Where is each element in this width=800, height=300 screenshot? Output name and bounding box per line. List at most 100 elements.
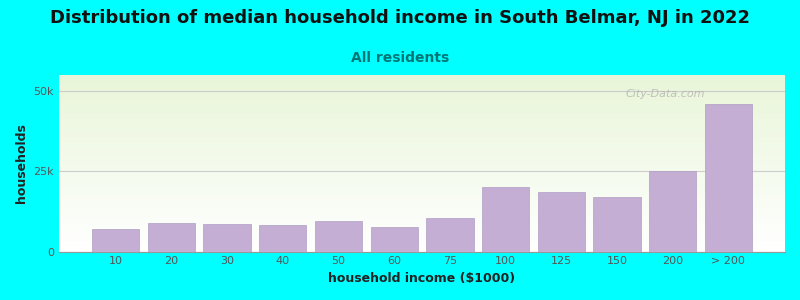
Bar <box>59 98 785 100</box>
Bar <box>59 223 785 225</box>
Bar <box>59 165 785 167</box>
Bar <box>59 139 785 140</box>
Bar <box>59 197 785 199</box>
Bar <box>59 130 785 131</box>
Bar <box>59 80 785 82</box>
Bar <box>59 110 785 112</box>
Bar <box>705 104 752 252</box>
Bar <box>59 158 785 160</box>
Bar <box>59 222 785 223</box>
X-axis label: household income ($1000): household income ($1000) <box>329 272 515 285</box>
Bar <box>59 119 785 121</box>
Bar <box>59 220 785 222</box>
Bar <box>59 135 785 137</box>
Bar <box>538 192 585 252</box>
Bar <box>59 133 785 135</box>
Bar <box>148 223 195 252</box>
Bar <box>59 105 785 107</box>
Bar <box>59 246 785 248</box>
Bar <box>59 199 785 200</box>
Bar <box>59 124 785 126</box>
Bar <box>59 229 785 230</box>
Bar <box>59 188 785 190</box>
Text: City-Data.com: City-Data.com <box>626 89 705 99</box>
Bar <box>59 207 785 209</box>
Bar <box>59 91 785 93</box>
Bar <box>203 224 250 252</box>
Bar <box>59 126 785 128</box>
Bar <box>59 84 785 85</box>
Bar <box>59 202 785 204</box>
Bar <box>59 93 785 94</box>
Bar <box>59 176 785 177</box>
Text: All residents: All residents <box>351 51 449 65</box>
Bar <box>59 195 785 197</box>
Bar <box>59 77 785 79</box>
Bar <box>59 190 785 191</box>
Bar <box>59 227 785 229</box>
Bar <box>59 248 785 250</box>
Bar <box>59 243 785 244</box>
Bar <box>59 234 785 236</box>
Bar <box>59 112 785 114</box>
Bar <box>59 123 785 124</box>
Bar <box>59 142 785 144</box>
Bar <box>92 229 139 252</box>
Bar <box>59 183 785 184</box>
Bar <box>59 96 785 98</box>
Bar <box>482 188 530 252</box>
Bar <box>59 82 785 84</box>
Bar <box>59 103 785 105</box>
Bar <box>59 89 785 91</box>
Bar <box>59 107 785 109</box>
Bar <box>59 218 785 220</box>
Bar <box>59 128 785 130</box>
Bar <box>59 79 785 80</box>
Bar <box>59 186 785 188</box>
Bar <box>59 216 785 218</box>
Bar <box>59 101 785 103</box>
Bar <box>59 238 785 239</box>
Bar <box>59 151 785 153</box>
Bar <box>59 241 785 243</box>
Bar <box>59 163 785 165</box>
Bar <box>59 250 785 252</box>
Bar <box>259 225 306 252</box>
Bar <box>59 239 785 241</box>
Bar <box>59 121 785 123</box>
Bar <box>315 221 362 252</box>
Bar <box>59 174 785 176</box>
Bar <box>59 184 785 186</box>
Bar <box>59 149 785 151</box>
Text: Distribution of median household income in South Belmar, NJ in 2022: Distribution of median household income … <box>50 9 750 27</box>
Bar <box>59 169 785 170</box>
Bar <box>59 117 785 119</box>
Bar <box>59 211 785 213</box>
Bar <box>59 244 785 246</box>
Bar <box>59 204 785 206</box>
Bar <box>59 87 785 89</box>
Bar <box>59 167 785 169</box>
Bar <box>59 200 785 202</box>
Bar <box>59 213 785 214</box>
Bar <box>59 177 785 179</box>
Bar <box>59 206 785 207</box>
Bar <box>59 146 785 147</box>
Bar <box>59 209 785 211</box>
Y-axis label: households: households <box>15 123 28 203</box>
Bar <box>59 131 785 133</box>
Bar <box>59 140 785 142</box>
Bar <box>59 153 785 154</box>
Bar <box>59 114 785 116</box>
Bar <box>59 160 785 161</box>
Bar <box>649 171 696 252</box>
Bar <box>594 197 641 252</box>
Bar <box>59 232 785 234</box>
Bar <box>59 230 785 232</box>
Bar <box>59 85 785 87</box>
Bar <box>59 179 785 181</box>
Bar <box>59 100 785 101</box>
Bar <box>59 116 785 117</box>
Bar <box>59 170 785 172</box>
Bar <box>59 147 785 149</box>
